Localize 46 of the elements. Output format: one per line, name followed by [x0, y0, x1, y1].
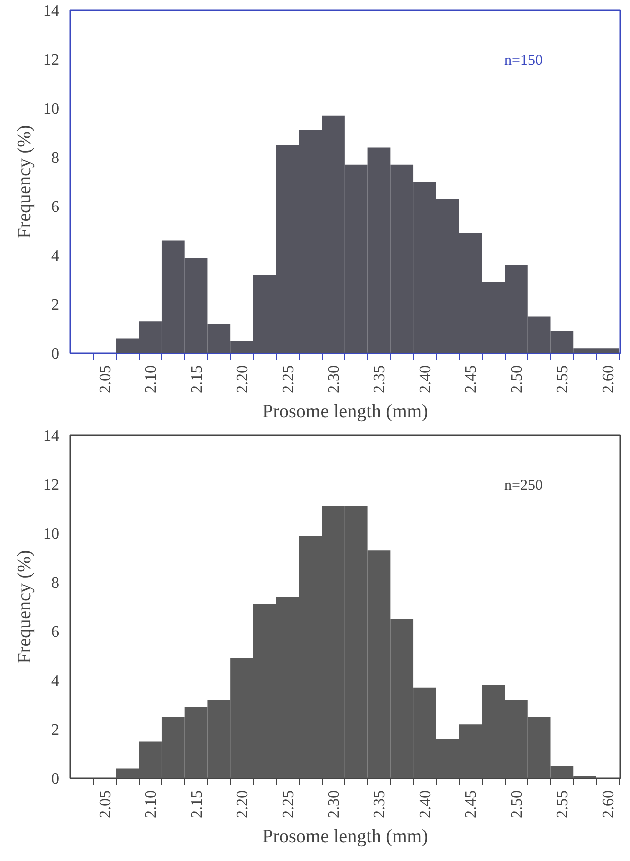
x-tick-label: 2.25: [280, 366, 298, 394]
y-axis-title: Frequency (%): [14, 125, 36, 239]
y-tick-label: 10: [44, 526, 60, 543]
x-tick-label: 2.20: [234, 366, 252, 394]
x-tick-label: 2.60: [600, 790, 618, 818]
x-tick-label: 2.50: [508, 366, 526, 394]
y-tick-label: 14: [44, 428, 60, 445]
y-tick-label: 0: [52, 346, 60, 363]
annotation: n=150: [504, 52, 544, 69]
x-tick-label: 2.45: [463, 790, 480, 818]
x-tick-label: 2.10: [143, 790, 160, 818]
y-tick-label: 4: [52, 673, 60, 690]
x-tick-label: 2.35: [372, 366, 389, 394]
x-axis-title: Prosome length (mm): [262, 826, 428, 848]
y-tick-label: 14: [44, 3, 60, 20]
y-tick-label: 10: [44, 101, 60, 118]
x-tick-label: 2.30: [326, 790, 343, 818]
y-tick-label: 2: [52, 297, 60, 314]
x-tick-label: 2.45: [463, 366, 480, 394]
x-tick-label: 2.10: [143, 366, 160, 394]
y-tick-label: 8: [52, 150, 60, 167]
y-tick-label: 4: [52, 248, 60, 265]
y-tick-label: 12: [44, 477, 60, 494]
x-axis-title: Prosome length (mm): [262, 402, 428, 422]
y-tick-label: 0: [52, 771, 60, 788]
y-tick-label: 6: [52, 199, 60, 216]
y-tick-label: 2: [52, 722, 60, 739]
x-tick-label: 2.30: [326, 366, 343, 394]
x-tick-label: 2.05: [97, 790, 114, 818]
x-tick-label: 2.50: [508, 790, 526, 818]
x-tick-label: 2.05: [97, 366, 114, 394]
x-tick-label: 2.15: [188, 790, 206, 818]
y-tick-label: 12: [44, 52, 60, 69]
x-tick-label: 2.55: [554, 366, 572, 394]
annotation: n=250: [504, 478, 544, 494]
x-tick-label: 2.40: [417, 790, 434, 818]
x-tick-label: 2.60: [600, 366, 618, 394]
y-tick-label: 6: [52, 624, 60, 641]
x-tick-label: 2.25: [280, 790, 298, 818]
x-tick-label: 2.55: [554, 790, 572, 818]
x-tick-label: 2.20: [234, 790, 252, 818]
x-tick-label: 2.35: [372, 790, 389, 818]
y-tick-label: 8: [52, 575, 60, 592]
y-axis-title: Frequency (%): [14, 550, 36, 664]
x-tick-label: 2.15: [188, 366, 206, 394]
x-tick-label: 2.40: [417, 366, 434, 394]
